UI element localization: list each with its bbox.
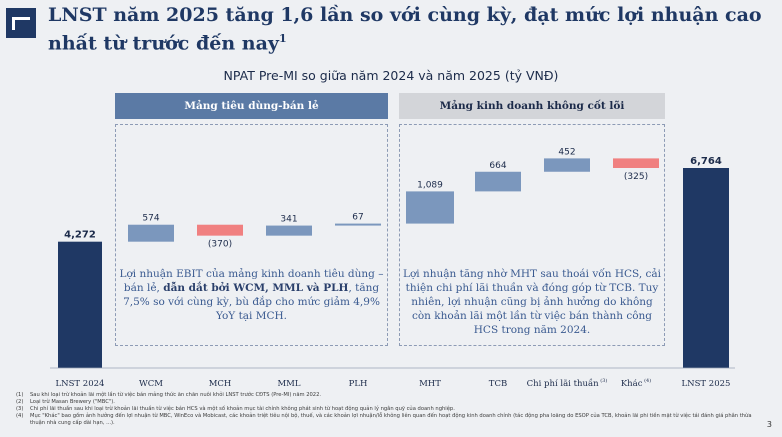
category-label: LNST 2025 bbox=[682, 379, 731, 389]
footnote-text: Chi phí lãi thuần sau khi loại trừ khoản… bbox=[30, 406, 455, 412]
footnote-text: Sau khi loại trừ khoản lãi một lần từ vi… bbox=[30, 392, 322, 398]
bar-mht bbox=[406, 191, 454, 224]
masan-logo bbox=[6, 8, 36, 38]
note-noncore: Lợi nhuận tăng nhờ MHT sau thoái vốn HCS… bbox=[402, 268, 662, 336]
category-label: PLH bbox=[349, 379, 368, 389]
note-consumer: Lợi nhuận EBIT của mảng kinh doanh tiêu … bbox=[119, 268, 384, 322]
category-footnote-ref: (3) bbox=[599, 377, 608, 384]
chart-title: NPAT Pre-MI so giữa năm 2024 và năm 2025… bbox=[223, 68, 559, 83]
footnote-text: Loại trừ Masan Brewery ("MBC"). bbox=[30, 399, 115, 405]
data-label: 67 bbox=[352, 213, 363, 223]
footnote-1: (1) Sau khi loại trừ khoản lãi một lần từ… bbox=[16, 392, 756, 399]
footnote-2: (2) Loại trừ Masan Brewery ("MBC"). bbox=[16, 399, 756, 406]
segment-box-noncore bbox=[399, 124, 665, 346]
category-label: Chi phí lãi thuần (3) bbox=[527, 377, 608, 389]
page-number: 3 bbox=[766, 420, 772, 429]
category-label: MML bbox=[277, 379, 300, 389]
data-label: 452 bbox=[558, 147, 575, 157]
page-title: LNST năm 2025 tăng 1,6 lần so với cùng k… bbox=[48, 4, 762, 55]
footnote-3: (3) Chi phí lãi thuần sau khi loại trừ kh… bbox=[16, 406, 756, 413]
data-label: (325) bbox=[624, 172, 648, 182]
segment-header-noncore: Mảng kinh doanh không cốt lõi bbox=[399, 93, 665, 119]
data-label: 341 bbox=[280, 215, 297, 225]
footnote-number: (3) bbox=[16, 406, 24, 412]
bar-wcm bbox=[128, 224, 174, 242]
category-label: WCM bbox=[139, 379, 163, 389]
data-label: 664 bbox=[489, 161, 506, 171]
bar-lnst-2025 bbox=[683, 168, 729, 368]
segment-box-consumer bbox=[115, 124, 388, 346]
category-label: Khác (4) bbox=[621, 377, 651, 389]
category-label: MCH bbox=[209, 379, 232, 389]
bar-tcb bbox=[475, 171, 521, 192]
bar-lnst-2024 bbox=[58, 241, 102, 368]
data-label: 574 bbox=[142, 214, 159, 224]
category-footnote-ref: (4) bbox=[642, 377, 651, 384]
data-label: 6,764 bbox=[690, 156, 722, 167]
data-label: 4,272 bbox=[64, 230, 96, 241]
category-label: MHT bbox=[419, 379, 441, 389]
bar-chi-phí-lãi-thuần bbox=[544, 158, 590, 172]
data-label: 1,089 bbox=[417, 180, 443, 190]
footnote-number: (4) bbox=[16, 413, 24, 419]
bar-plh bbox=[335, 223, 381, 226]
footnotes: (1) Sau khi loại trừ khoản lãi một lần từ… bbox=[16, 392, 756, 427]
footnote-number: (1) bbox=[16, 392, 24, 398]
bar-mch bbox=[197, 224, 243, 236]
category-label: LNST 2024 bbox=[56, 379, 105, 389]
category-label: TCB bbox=[489, 379, 507, 389]
bar-khác bbox=[613, 158, 659, 168]
data-label: (370) bbox=[208, 240, 232, 250]
footnote-text: Mục "Khác" bao gồm ảnh hưởng đến lợi nhu… bbox=[30, 413, 752, 426]
segment-header-consumer: Mảng tiêu dùng-bán lẻ bbox=[115, 93, 388, 119]
footnote-4: (4) Mục "Khác" bao gồm ảnh hưởng đến lợi … bbox=[16, 413, 756, 427]
footnote-number: (2) bbox=[16, 399, 24, 405]
bar-mml bbox=[266, 225, 312, 236]
